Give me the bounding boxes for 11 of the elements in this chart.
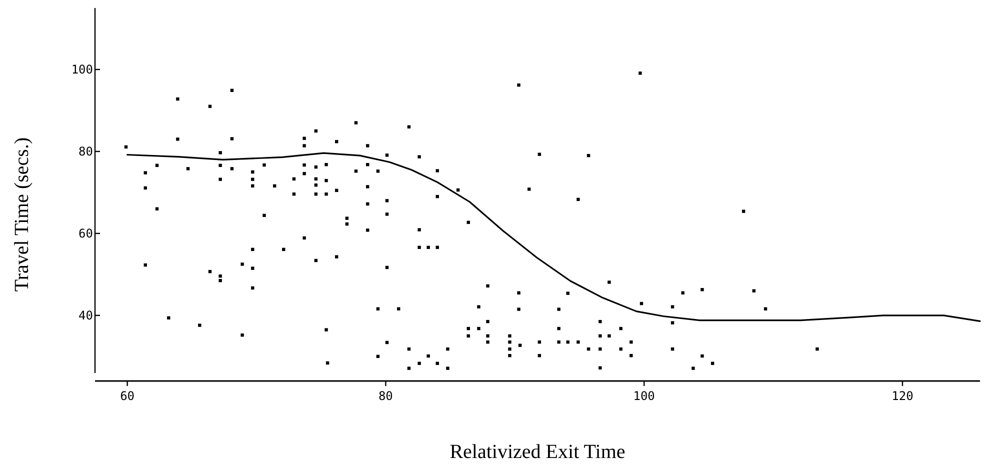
x-tick-label: 100 — [633, 389, 655, 403]
x-tick-label: 80 — [378, 389, 393, 403]
y-tick-label: 100 — [71, 62, 93, 77]
y-tick-label: 40 — [78, 308, 93, 323]
x-tick-label: 120 — [892, 389, 914, 403]
y-tick-label: 60 — [78, 226, 93, 241]
y-tick-label: 80 — [78, 144, 93, 159]
line-series — [126, 152, 981, 322]
x-axis-title: Relativized Exit Time — [450, 441, 626, 463]
y-axis-title: Travel Time (secs.) — [11, 137, 33, 292]
x-tick-label: 60 — [120, 389, 135, 403]
